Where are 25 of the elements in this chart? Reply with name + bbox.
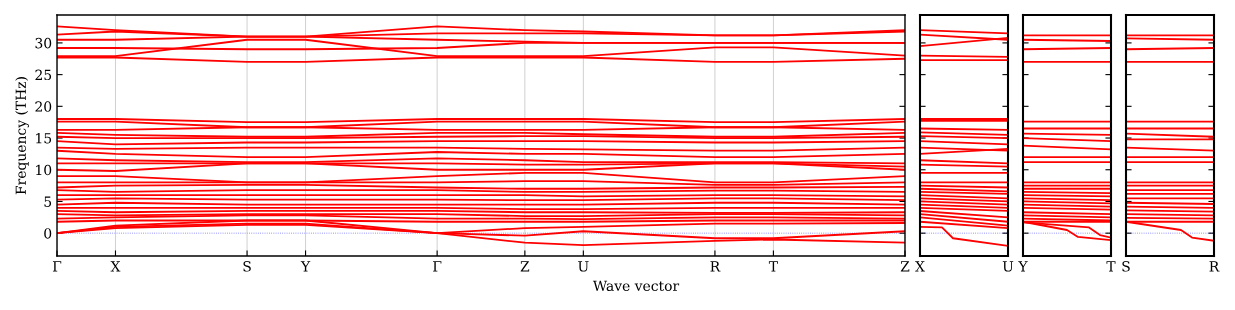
x-axis-title: Wave vector: [592, 280, 680, 292]
x-tick-label: Γ: [52, 261, 62, 272]
y-tick-label: 0: [44, 228, 52, 239]
x-tick-label: Z: [900, 261, 910, 272]
x-tick-label: Y: [1018, 261, 1028, 272]
x-tick-label: X: [915, 261, 925, 272]
y-axis-title: Frequency (THz): [15, 77, 29, 195]
x-tick-label: R: [710, 261, 721, 272]
y-tick-label: 5: [44, 196, 52, 207]
y-tick-label: 20: [35, 101, 52, 112]
x-tick-label: Z: [520, 261, 530, 272]
x-tick-label: R: [1209, 261, 1220, 272]
y-tick-label: 15: [36, 133, 52, 144]
x-tick-label: T: [768, 261, 778, 272]
x-tick-label: Y: [300, 261, 311, 272]
x-tick-label: S: [1122, 261, 1130, 272]
y-tick-label: 10: [36, 164, 52, 176]
x-tick-label: T: [1106, 261, 1116, 272]
y-tick-label: 30: [35, 37, 52, 49]
x-tick-label: S: [243, 261, 251, 272]
x-tick-label: Γ: [433, 261, 442, 272]
x-tick-label: X: [110, 261, 121, 272]
x-tick-label: U: [1002, 261, 1014, 272]
y-tick-label: 25: [35, 69, 52, 81]
x-tick-label: U: [578, 261, 589, 272]
